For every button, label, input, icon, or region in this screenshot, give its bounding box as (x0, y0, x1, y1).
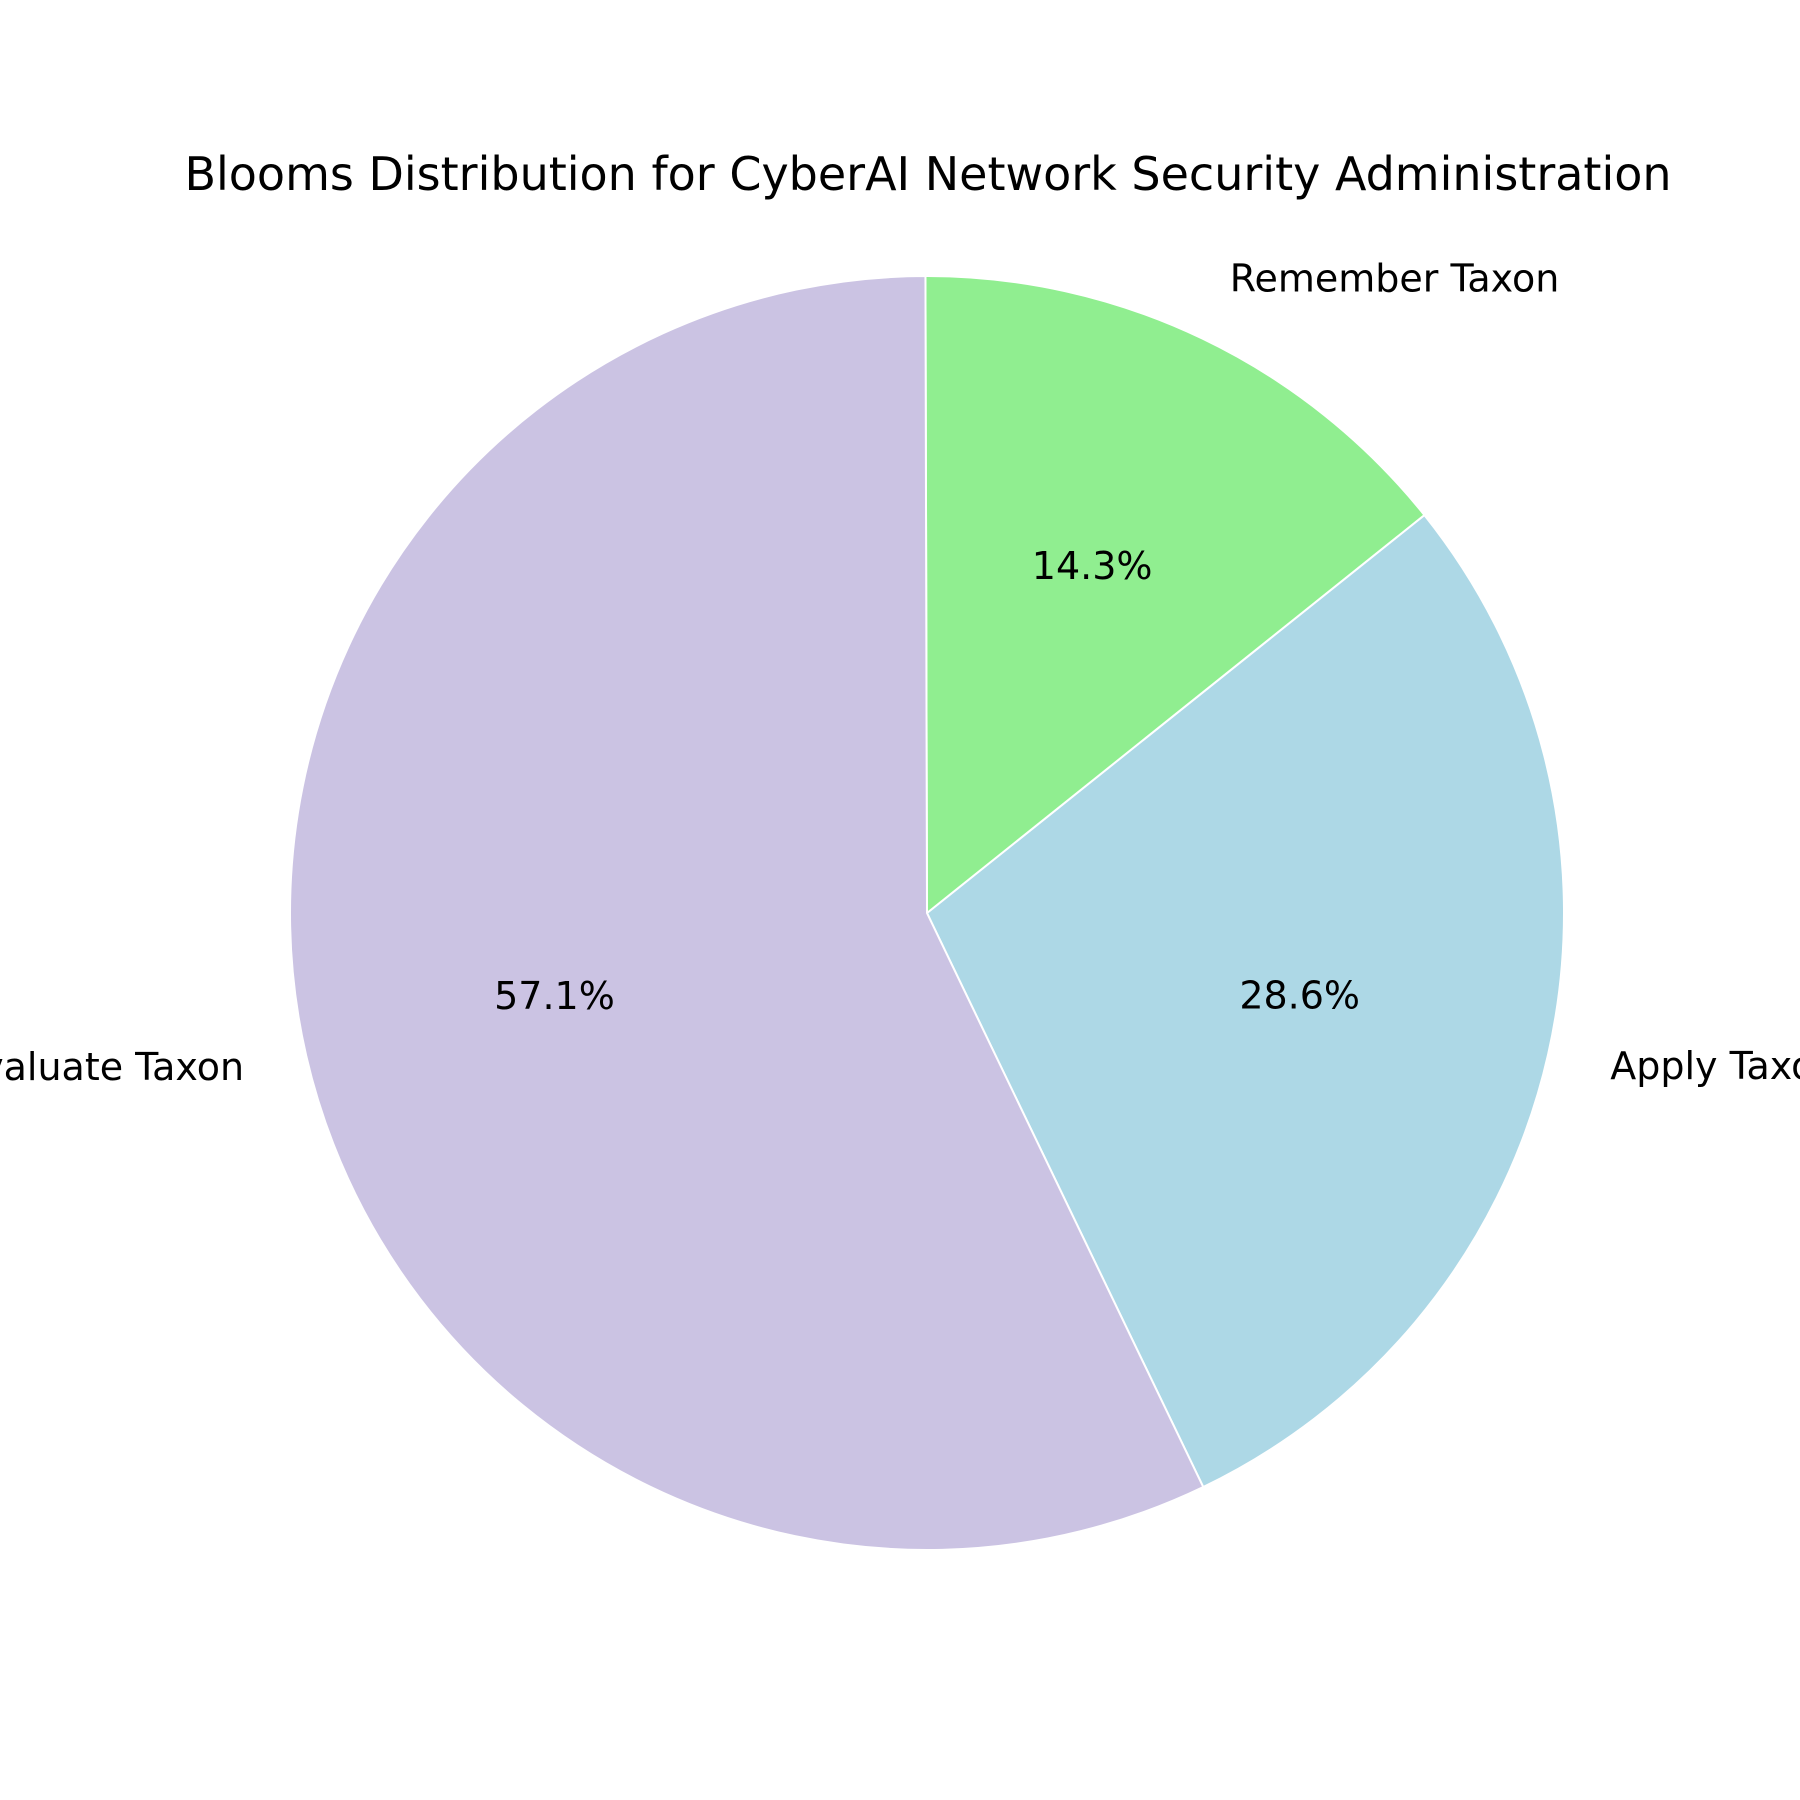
pie-labels: Apply Taxon 28.6% Remember Taxon 14.3% Evalu… (0, 257, 1800, 1090)
slice-label-apply-taxon: Apply Taxon (1610, 1044, 1800, 1088)
pie-slice-apply-taxon (925, 513, 1565, 1489)
percent-label-apply-taxon: 28.6% (1239, 973, 1360, 1017)
percent-label-remember-taxon: 14.3% (1032, 544, 1153, 588)
chart-title: Blooms Distribution for CyberAI Network … (184, 147, 1671, 201)
slice-label-remember-taxon: Remember Taxon (1230, 257, 1560, 301)
slice-label-evaluate-taxon: Evaluate Taxon (0, 1045, 244, 1089)
pie-slice-remember-taxon (924, 275, 1426, 916)
pie-slices (289, 274, 1565, 1551)
percent-label-evaluate-taxon: 57.1% (494, 974, 615, 1018)
pie-slice-evaluate-taxon (289, 274, 1205, 1551)
